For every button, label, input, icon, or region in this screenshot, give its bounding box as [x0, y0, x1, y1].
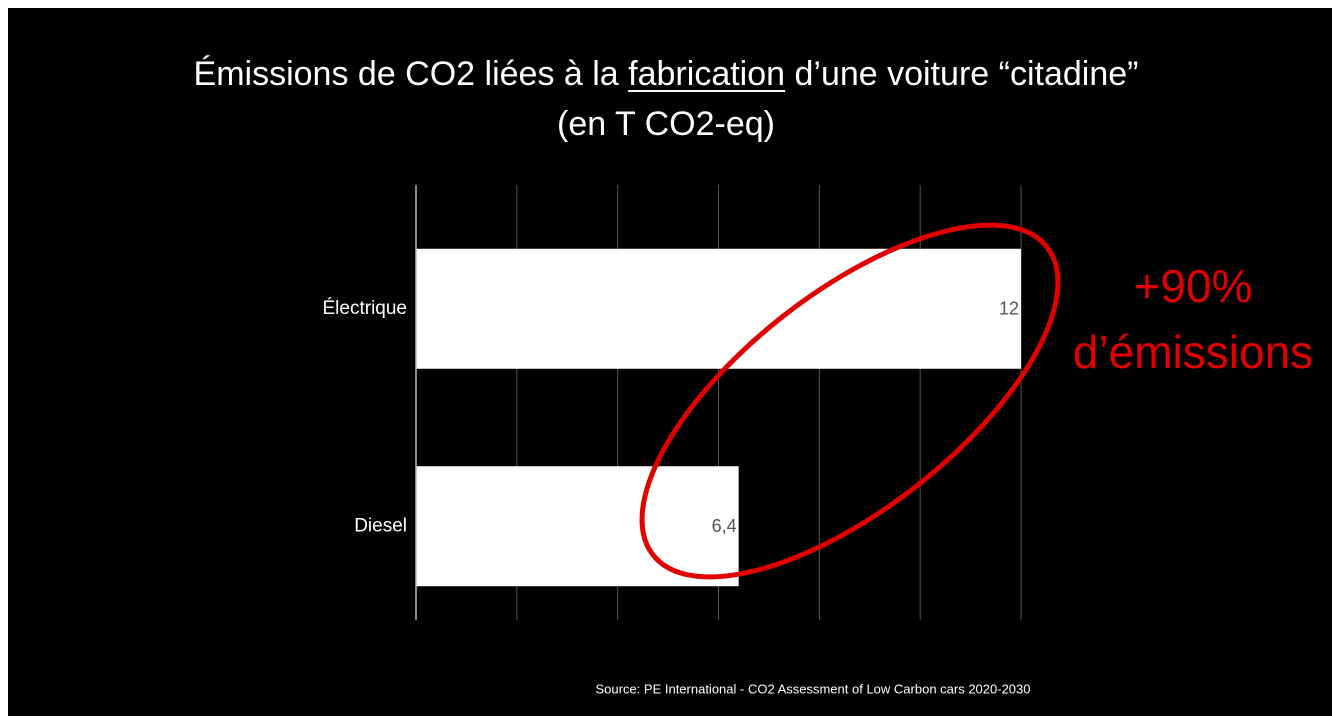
- bar: [416, 466, 739, 587]
- title-part: fabrication: [628, 55, 785, 93]
- highlight-ellipse: [639, 222, 1061, 580]
- title-part: d’une voiture “citadine”: [785, 55, 1138, 93]
- annotation: d’émissions: [1073, 326, 1313, 378]
- y-tick-label: Électrique: [323, 298, 408, 319]
- value-label: 6,4: [712, 516, 737, 536]
- title-part: Émissions de CO2 liées à la: [194, 55, 629, 93]
- annotation: +90%: [1134, 260, 1253, 312]
- chart-subtitle: (en T CO2-eq): [557, 105, 775, 143]
- chart-title: Émissions de CO2 liées à la fabrication …: [194, 55, 1139, 93]
- source: Source: PE International - CO2 Assessmen…: [595, 681, 1030, 696]
- value-label: 12: [999, 299, 1019, 319]
- bar: [416, 248, 1021, 369]
- y-tick-label: Diesel: [354, 515, 407, 536]
